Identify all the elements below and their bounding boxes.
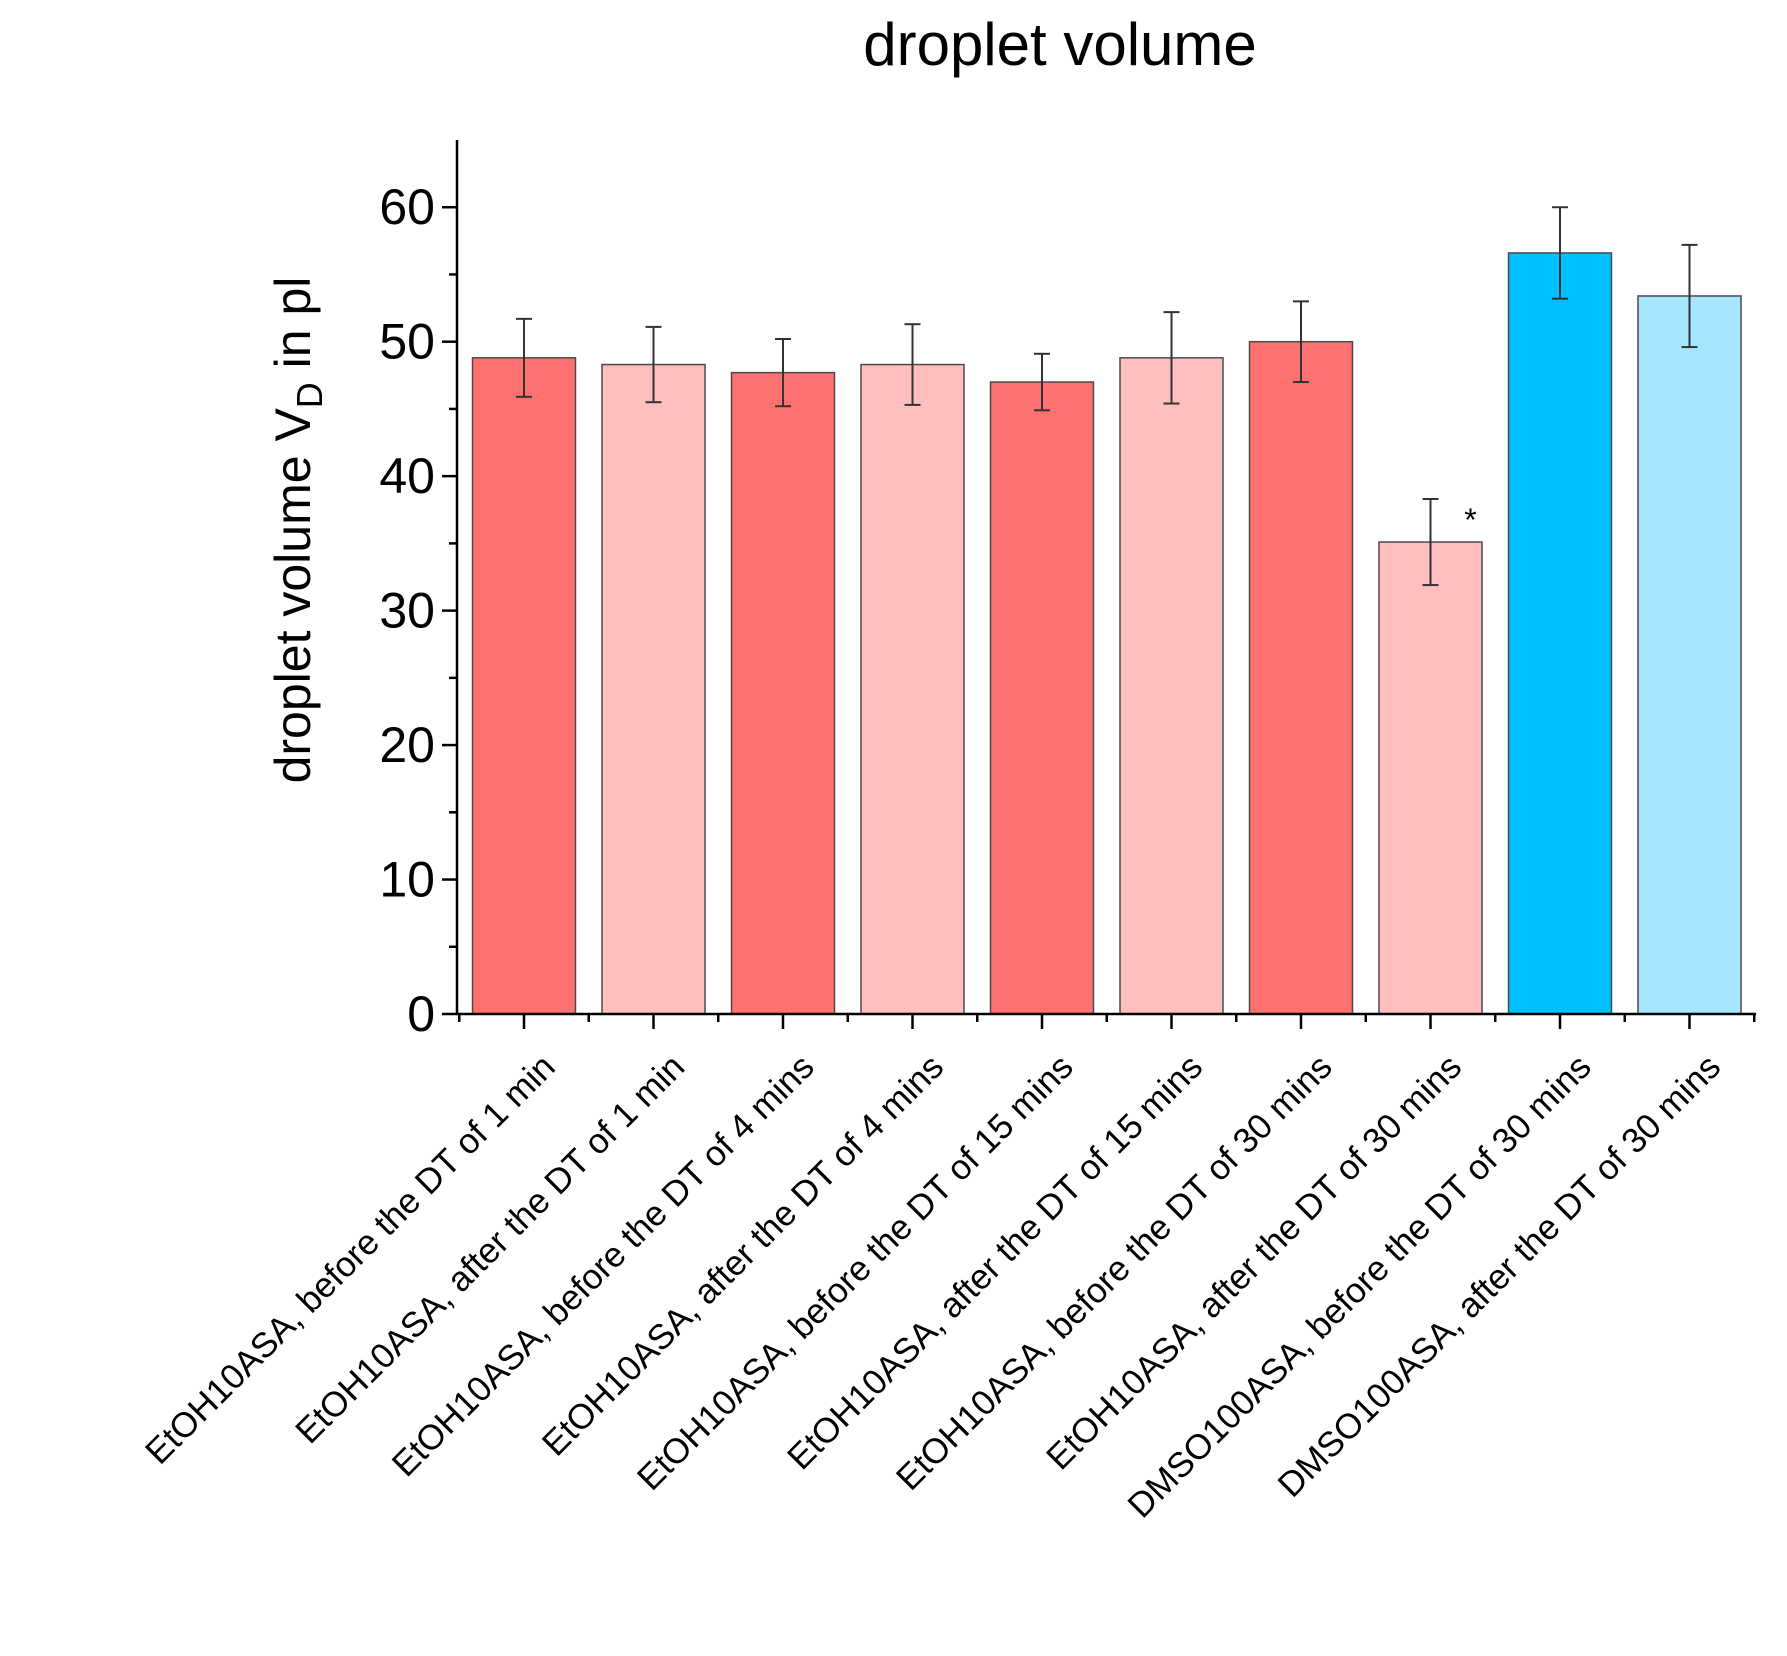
error-bars-layer bbox=[516, 206, 1698, 587]
y-ticks-layer: 0 10 20 30 40 50 60 bbox=[379, 179, 457, 1042]
y-axis-label-subscript: D bbox=[289, 382, 330, 408]
y-axis-label: droplet volume VD in pl bbox=[265, 277, 330, 784]
bar-4 bbox=[860, 363, 965, 1015]
y-axis-label-suffix: in pl bbox=[265, 277, 321, 383]
annotations-layer: * bbox=[1464, 502, 1476, 538]
bars-layer bbox=[471, 252, 1742, 1015]
x-tick-label: DMSO100ASA, after the DT of 30 mins bbox=[1270, 1047, 1728, 1505]
bar-9 bbox=[1507, 252, 1613, 1015]
x-tick-label: DMSO100ASA, before the DT of 30 mins bbox=[1120, 1047, 1598, 1525]
y-tick-label: 40 bbox=[379, 448, 435, 504]
x-ticks-layer: EtOH10ASA, before the DT of 1 minEtOH10A… bbox=[138, 1014, 1756, 1525]
bar-10 bbox=[1637, 295, 1742, 1015]
significance-marker: * bbox=[1464, 502, 1476, 538]
y-tick-label: 30 bbox=[379, 583, 435, 639]
bar-5 bbox=[989, 381, 1095, 1015]
y-tick-label: 20 bbox=[379, 717, 435, 773]
chart-title: droplet volume bbox=[863, 11, 1257, 78]
bar-8 bbox=[1378, 541, 1483, 1015]
bar-6 bbox=[1119, 357, 1224, 1015]
y-tick-label: 50 bbox=[379, 314, 435, 370]
y-tick-label: 60 bbox=[379, 179, 435, 235]
y-axis-label-main: droplet volume V bbox=[265, 408, 321, 784]
bar-1 bbox=[471, 357, 577, 1015]
bar-7 bbox=[1248, 340, 1354, 1015]
bar-2 bbox=[601, 363, 706, 1015]
y-tick-label: 10 bbox=[379, 852, 435, 908]
bar-3 bbox=[730, 371, 836, 1015]
y-tick-label: 0 bbox=[407, 986, 435, 1042]
